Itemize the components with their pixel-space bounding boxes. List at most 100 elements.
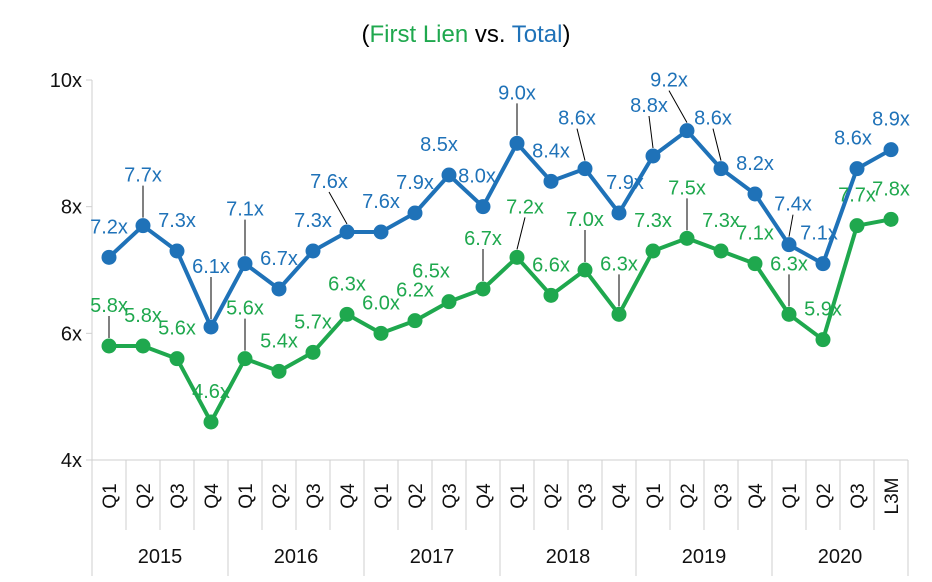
x-tick-label: Q4 bbox=[610, 483, 631, 509]
data-label-total: 9.0x bbox=[498, 82, 536, 104]
data-point-first_lien bbox=[305, 344, 321, 360]
leader-line bbox=[516, 217, 526, 250]
x-tick-label: Q2 bbox=[134, 483, 155, 508]
y-tick-label: 6x bbox=[61, 323, 82, 345]
leader-line bbox=[712, 128, 722, 161]
data-point-total bbox=[237, 256, 253, 272]
y-tick-label: 10x bbox=[50, 70, 82, 92]
data-label-total: 9.2x bbox=[650, 70, 688, 92]
data-point-total bbox=[849, 161, 865, 177]
data-label-first_lien: 7.3x bbox=[702, 210, 740, 232]
chart-title: (First Lien vs. Total) bbox=[362, 21, 571, 48]
x-tick-label: Q3 bbox=[576, 483, 597, 508]
data-label-total: 7.9x bbox=[606, 172, 644, 194]
x-tick-label: Q2 bbox=[542, 483, 563, 508]
data-label-first_lien: 6.2x bbox=[396, 280, 434, 302]
year-label: 2015 bbox=[138, 546, 183, 568]
series-layer bbox=[101, 123, 899, 430]
data-point-first_lien bbox=[645, 243, 661, 259]
x-tick-label: Q1 bbox=[644, 483, 665, 508]
data-point-total bbox=[373, 224, 389, 240]
data-point-first_lien bbox=[611, 306, 627, 322]
data-point-total bbox=[509, 135, 525, 151]
title-part: Total bbox=[512, 21, 563, 48]
data-label-total: 8.5x bbox=[420, 134, 458, 156]
data-label-first_lien: 6.3x bbox=[600, 253, 638, 275]
title-part: First Lien bbox=[370, 21, 469, 48]
data-label-first_lien: 4.6x bbox=[192, 381, 230, 403]
title-part: vs. bbox=[468, 21, 512, 48]
data-point-first_lien bbox=[543, 287, 559, 303]
x-tick-label: Q1 bbox=[236, 483, 257, 508]
data-point-first_lien bbox=[679, 230, 695, 246]
x-tick-label: Q3 bbox=[848, 483, 869, 508]
data-point-total bbox=[305, 243, 321, 259]
data-point-first_lien bbox=[441, 294, 457, 310]
leader-line bbox=[648, 115, 654, 149]
data-point-first_lien bbox=[271, 363, 287, 379]
data-point-first_lien bbox=[883, 211, 899, 227]
data-point-total bbox=[441, 167, 457, 183]
data-label-total: 6.7x bbox=[260, 248, 298, 270]
data-point-total bbox=[339, 224, 355, 240]
data-label-total: 7.3x bbox=[294, 210, 332, 232]
x-tick-label: Q2 bbox=[678, 483, 699, 508]
data-label-first_lien: 7.0x bbox=[566, 209, 604, 231]
data-label-total: 8.6x bbox=[834, 128, 872, 150]
x-tick-label: Q1 bbox=[100, 483, 121, 508]
x-tick-label: Q4 bbox=[474, 483, 495, 509]
data-label-total: 8.9x bbox=[872, 109, 910, 131]
x-tick-label: Q1 bbox=[372, 483, 393, 508]
data-label-total: 7.2x bbox=[90, 216, 128, 238]
data-point-total bbox=[543, 173, 559, 189]
data-point-first_lien bbox=[237, 351, 253, 367]
data-point-total bbox=[135, 218, 151, 234]
data-label-total: 8.6x bbox=[694, 108, 732, 130]
series-line-total bbox=[107, 128, 892, 329]
data-label-first_lien: 5.6x bbox=[226, 298, 264, 320]
data-label-first_lien: 6.5x bbox=[412, 261, 450, 283]
data-label-total: 6.1x bbox=[192, 256, 230, 278]
data-label-total: 7.4x bbox=[774, 194, 812, 216]
x-tick-label: Q1 bbox=[780, 483, 801, 508]
data-label-first_lien: 5.7x bbox=[294, 311, 332, 333]
data-label-total: 7.6x bbox=[362, 191, 400, 213]
year-label: 2016 bbox=[274, 546, 319, 568]
data-label-total: 7.1x bbox=[226, 199, 264, 221]
x-tick-label: Q2 bbox=[406, 483, 427, 508]
x-tick-label: Q3 bbox=[304, 483, 325, 508]
data-point-first_lien bbox=[577, 262, 593, 278]
leader-line bbox=[576, 128, 586, 161]
axes: 4x 6x 8x 10x Q1 Q2 Q3 Q4 Q1 Q2 Q3 Q4 Q1 Q2 Q3 Q4 Q1 Q2 Q3 Q… bbox=[50, 70, 909, 576]
data-labels: 7.2x7.7x7.3x6.1x7.1x6.7x7.3x7.6x7.6x7.9x… bbox=[90, 70, 910, 403]
data-label-first_lien: 7.2x bbox=[506, 196, 544, 218]
data-point-first_lien bbox=[203, 414, 219, 430]
data-point-total bbox=[203, 319, 219, 335]
data-label-first_lien: 5.6x bbox=[158, 318, 196, 340]
data-label-total: 8.0x bbox=[458, 166, 496, 188]
data-label-first_lien: 7.5x bbox=[668, 177, 706, 199]
data-label-total: 8.8x bbox=[630, 95, 668, 117]
data-point-first_lien bbox=[475, 281, 491, 297]
data-label-total: 7.6x bbox=[310, 171, 348, 193]
x-tick-label: Q4 bbox=[202, 483, 223, 509]
data-point-first_lien bbox=[373, 325, 389, 341]
data-point-first_lien bbox=[747, 256, 763, 272]
x-tick-label: Q1 bbox=[508, 483, 529, 508]
title-part: ) bbox=[562, 21, 570, 48]
year-label: 2017 bbox=[410, 546, 455, 568]
data-point-first_lien bbox=[509, 249, 525, 265]
data-point-first_lien bbox=[339, 306, 355, 322]
data-label-first_lien: 6.7x bbox=[464, 228, 502, 250]
data-point-first_lien bbox=[135, 338, 151, 354]
data-label-first_lien: 6.3x bbox=[770, 253, 808, 275]
data-point-total bbox=[815, 256, 831, 272]
x-tick-label: Q4 bbox=[746, 483, 767, 509]
data-point-total bbox=[101, 249, 117, 265]
data-label-first_lien: 5.8x bbox=[124, 305, 162, 327]
data-label-total: 7.1x bbox=[800, 223, 838, 245]
leader-line bbox=[328, 191, 348, 225]
x-tick-label: Q3 bbox=[712, 483, 733, 508]
data-point-first_lien bbox=[407, 313, 423, 329]
x-tick-label: Q2 bbox=[270, 483, 291, 508]
